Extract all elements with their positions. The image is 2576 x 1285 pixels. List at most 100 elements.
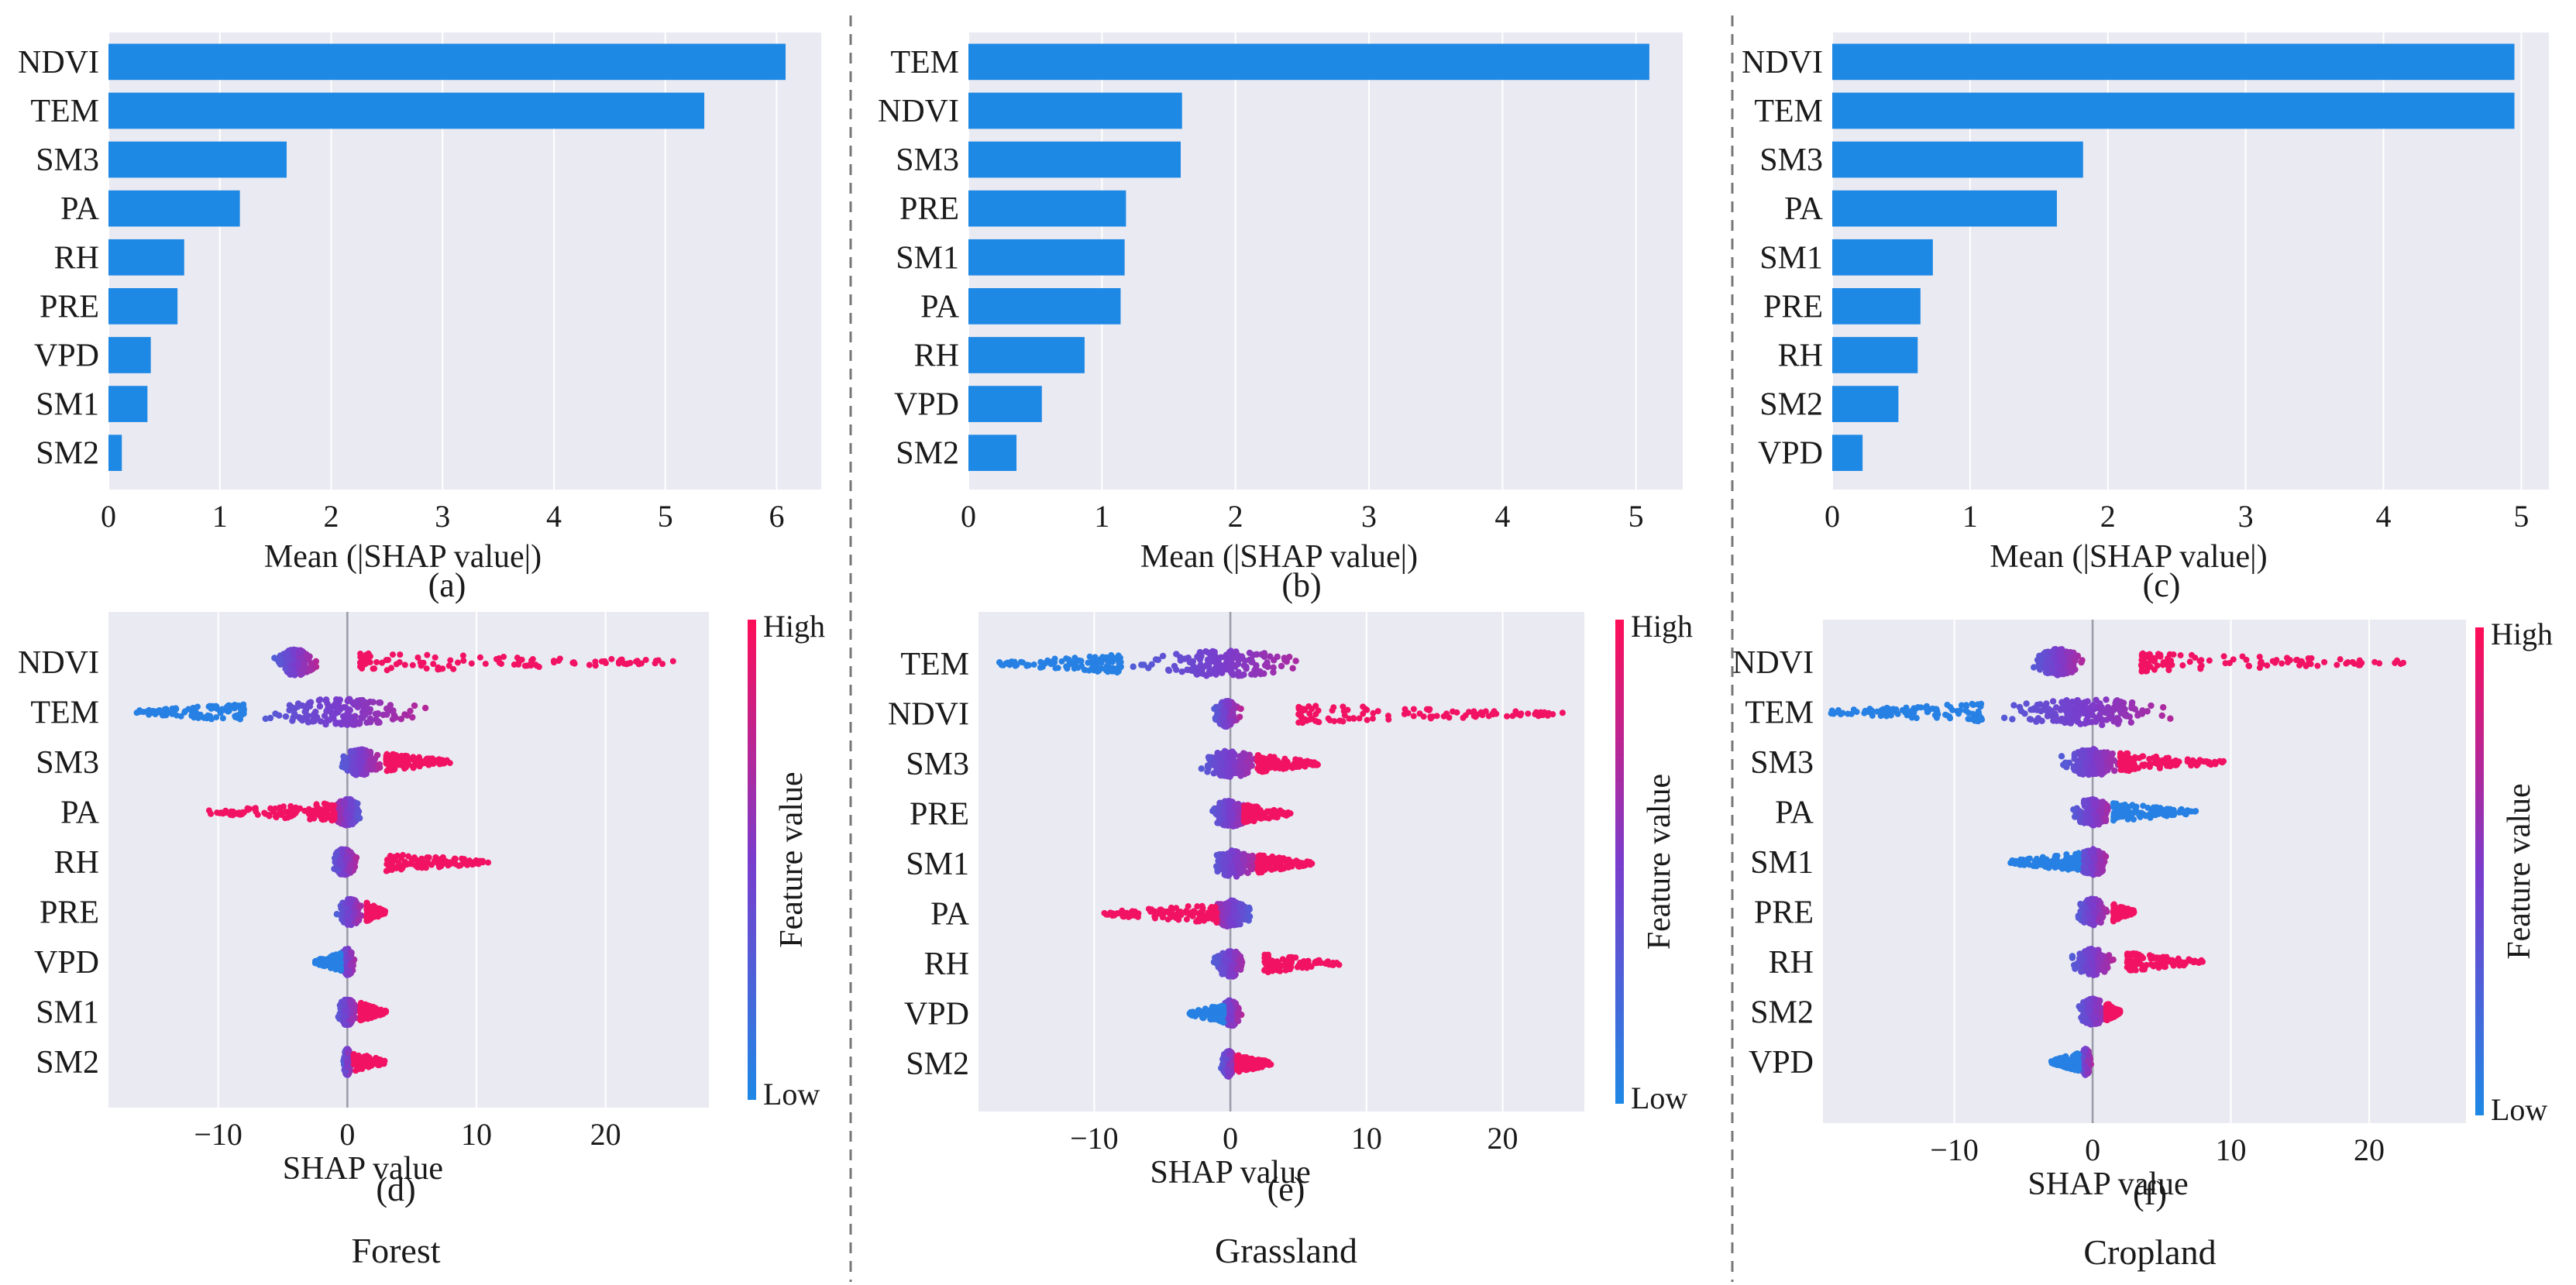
swarm-dot	[373, 658, 380, 665]
bar-tem	[108, 92, 705, 129]
swarm-dot	[570, 659, 577, 666]
swarm-dot	[189, 711, 196, 718]
swarm-dot	[344, 1058, 352, 1065]
swarm-dot	[1309, 706, 1316, 713]
swarm-dot	[401, 661, 408, 668]
swarm-dot	[333, 911, 341, 918]
swarm-dot	[447, 657, 454, 664]
swarm-dot	[1346, 715, 1353, 722]
swarm-dot	[409, 713, 416, 721]
swarm-dot	[244, 805, 251, 812]
swarm-dot	[191, 706, 198, 713]
swarm-dot	[383, 711, 390, 718]
swarm-dot	[303, 652, 310, 659]
swarm-dot	[208, 810, 215, 817]
swarm-dot	[396, 659, 403, 666]
swarm-dot	[615, 660, 622, 667]
swarm-dot	[1226, 768, 1233, 775]
swarm-dot	[1267, 757, 1274, 764]
y-tick-label: RH	[54, 240, 99, 276]
x-tick-label: 1	[212, 499, 228, 534]
swarm-dot	[1211, 648, 1218, 656]
x-tick-label: 10	[1351, 1121, 1382, 1156]
swarm-dot	[1285, 862, 1292, 869]
swarm-dot	[346, 917, 353, 924]
swarm-dot	[1183, 916, 1190, 923]
swarm-dot	[1460, 714, 1467, 721]
swarm-dot	[1199, 665, 1206, 672]
swarm-dot	[389, 651, 396, 658]
x-tick-label: −10	[194, 1117, 242, 1152]
swarm-dot	[1254, 814, 1260, 821]
swarm-dot	[408, 856, 415, 863]
swarm-dot	[407, 707, 414, 715]
swarm-dot	[1340, 703, 1346, 710]
swarm-dot	[336, 696, 343, 703]
x-tick-label: 0	[1825, 499, 1840, 534]
swarm-dot	[291, 710, 298, 717]
bar-sm3	[1832, 141, 2083, 178]
swarm-dot	[1213, 956, 1221, 964]
swarm-dot	[376, 1058, 383, 1065]
swarm-dot	[1369, 715, 1376, 722]
swarm-dot	[311, 815, 318, 822]
swarm-dot	[366, 706, 374, 713]
y-tick-label: SM1	[36, 995, 99, 1031]
swarm-dot	[1223, 662, 1230, 669]
swarm-dot	[1216, 804, 1223, 811]
swarm-dot	[1112, 665, 1119, 672]
swarm-dot	[223, 703, 230, 710]
y-tick-label: RH	[54, 845, 99, 881]
swarm-dot	[346, 901, 354, 908]
x-tick-label: 5	[658, 499, 673, 534]
swarm-dot	[422, 864, 429, 871]
y-tick-label: SM1	[896, 240, 959, 276]
swarm-dot	[1030, 661, 1037, 668]
swarm-dot	[1220, 1002, 1227, 1009]
x-tick-label: 3	[2238, 499, 2254, 534]
swarm-dot	[464, 861, 471, 868]
swarm-dot	[1312, 711, 1319, 718]
x-tick-label: 4	[2376, 499, 2392, 534]
swarm-dot	[1213, 851, 1221, 859]
swarm-dot	[1064, 663, 1071, 670]
y-tick-label: PA	[930, 897, 970, 933]
swarm-dot	[370, 699, 377, 706]
swarm-dot	[1207, 905, 1214, 912]
swarm-dot	[1261, 967, 1268, 974]
panel-c-bar-chart: (c)	[2143, 566, 2181, 604]
swarm-dot	[304, 719, 312, 726]
swarm-dot	[1251, 671, 1259, 679]
swarm-dot	[314, 713, 321, 721]
swarm-dot	[1325, 959, 1332, 966]
swarm-dot	[219, 715, 226, 722]
bar-sm1	[1832, 239, 1933, 276]
swarm-dot	[308, 661, 315, 668]
swarm-dot	[340, 801, 348, 809]
swarm-dot	[1185, 903, 1192, 910]
bar-pre	[108, 288, 178, 325]
swarm-dot	[356, 755, 363, 762]
swarm-dot	[418, 662, 425, 669]
swarm-dot	[1214, 658, 1222, 665]
swarm-dot	[208, 716, 215, 723]
panel-label-c: (c)	[2143, 566, 2181, 604]
colorbar-gradient	[748, 620, 756, 1100]
swarm-dot	[1333, 960, 1340, 967]
y-tick-label: TEM	[1754, 94, 1823, 129]
bar-sm2	[968, 435, 1017, 472]
swarm-dot	[342, 720, 349, 727]
swarm-dot	[485, 859, 492, 866]
swarm-dot	[659, 661, 666, 668]
swarm-dot	[1274, 761, 1281, 768]
swarm-dot	[1274, 653, 1281, 661]
swarm-dot	[342, 1006, 350, 1014]
swarm-dot	[1271, 807, 1278, 814]
swarm-sm1	[335, 996, 390, 1029]
swarm-dot	[1224, 853, 1231, 860]
swarm-dot	[1229, 751, 1236, 758]
y-tick-label: SM1	[36, 387, 99, 423]
swarm-dot	[362, 1002, 369, 1008]
swarm-dot	[351, 765, 359, 772]
